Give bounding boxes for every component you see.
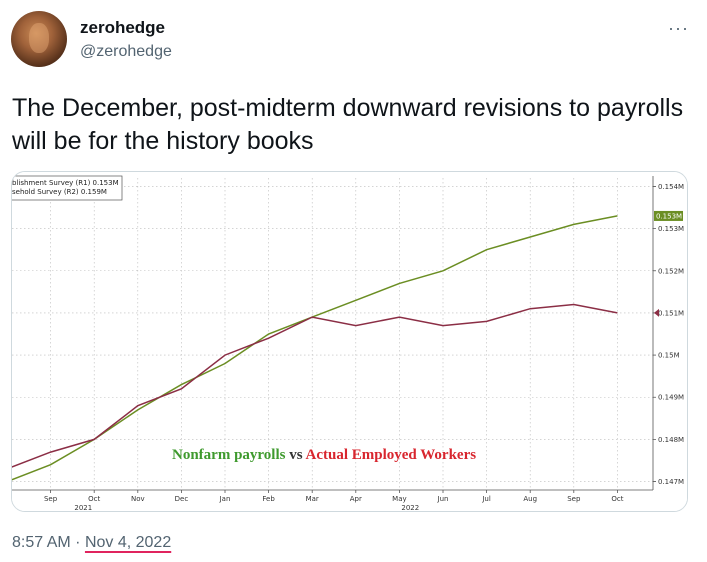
series-line-2: [12, 303, 618, 468]
last-value-badge: [654, 210, 683, 221]
x-tick-label: Jun: [437, 495, 449, 503]
y-tick-label: 0.147M: [658, 478, 684, 486]
x-tick-label: Dec: [175, 495, 189, 503]
x-tick-label: May: [392, 495, 406, 503]
year-label: 2022: [401, 504, 419, 511]
x-tick-label: Aug: [523, 495, 537, 503]
tweet-timestamp: 8:57 AM · Nov 4, 2022: [12, 534, 171, 552]
x-tick-label: Nov: [131, 495, 145, 503]
x-tick-label: Mar: [306, 495, 319, 503]
display-name[interactable]: zerohedge: [80, 18, 166, 37]
y-tick-label: 0.151M: [658, 309, 684, 317]
x-tick-label: Oct: [88, 495, 100, 503]
x-tick-label: Oct: [611, 495, 623, 503]
tweet-time[interactable]: 8:57 AM: [12, 534, 71, 551]
x-tick-label: Sep: [567, 495, 581, 503]
last-value-label: 0.153M: [656, 212, 682, 220]
more-options-icon[interactable]: ···: [668, 18, 689, 38]
chart-caption-text: Nonfarm payrolls vs Actual Employed Work…: [172, 447, 476, 463]
x-tick-label: Sep: [44, 495, 58, 503]
legend-box: [12, 175, 123, 201]
separator-dot: ·: [75, 534, 81, 551]
x-tick-label: Jul: [481, 495, 491, 503]
user-handle[interactable]: @zerohedge: [80, 43, 172, 60]
y-tick-label: 0.149M: [658, 394, 684, 402]
y-tick-label: 0.154M: [658, 183, 684, 191]
tweet-text: The December, post-midterm downward revi…: [12, 94, 684, 155]
x-tick-label: Jan: [219, 495, 231, 503]
y-tick-label: 0.153M: [658, 225, 684, 233]
x-tick-label: Feb: [262, 495, 275, 503]
last-value-marker: [654, 308, 659, 317]
year-label: 2021: [74, 504, 92, 511]
legend-entry: sehold Survey (R2) 0.159M: [12, 188, 107, 196]
tweet-date[interactable]: Nov 4, 2022: [84, 534, 172, 551]
y-tick-label: 0.15M: [658, 352, 680, 360]
attached-chart-image[interactable]: 0.154M 0.153M 0.152M 0.151M 0.15M 0.149M 0.148…: [11, 171, 688, 512]
x-tick-label: Apr: [350, 495, 362, 503]
y-tick-label: 0.152M: [658, 267, 684, 275]
y-tick-label: 0.148M: [658, 436, 684, 444]
chart-caption: Nonfarm payrolls vs Actual Employed Work…: [172, 447, 476, 463]
legend-entry: blishment Survey (R1) 0.153M: [12, 179, 119, 187]
avatar[interactable]: [11, 11, 67, 67]
line-chart: 0.154M 0.153M 0.152M 0.151M 0.15M 0.149M 0.148…: [12, 172, 687, 511]
